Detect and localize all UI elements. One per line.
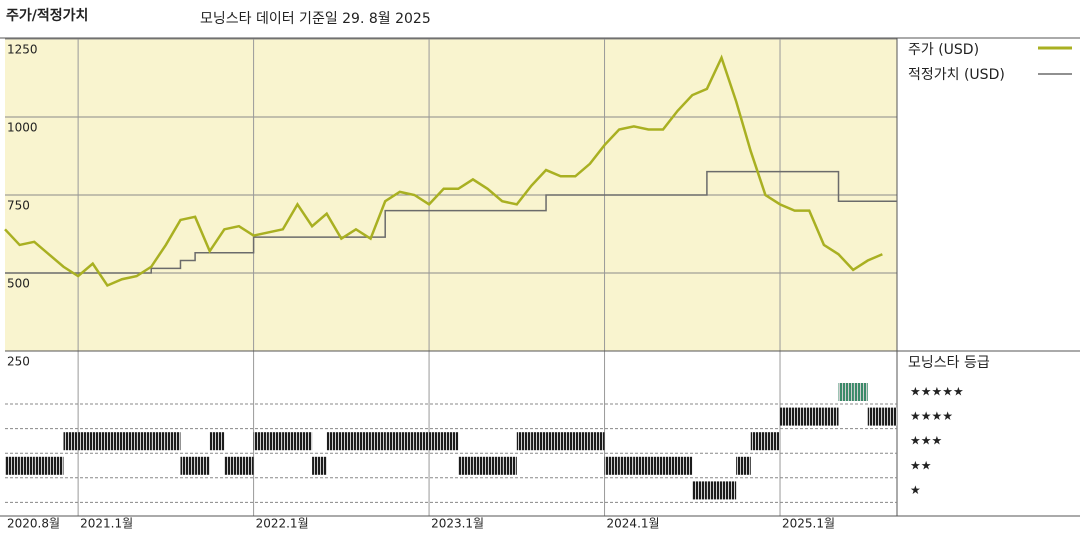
- rating-bar: [370, 432, 386, 451]
- rating-bar: [341, 432, 356, 451]
- rating-bar: [253, 432, 269, 451]
- rating-bar: [180, 456, 196, 475]
- rating-bar: [224, 456, 239, 475]
- rating-bar: [589, 432, 605, 451]
- rating-bar: [692, 481, 707, 500]
- y-tick-label: 250: [7, 355, 30, 369]
- rating-bar: [121, 432, 137, 451]
- rating-tick-label: ★★★★★: [910, 385, 964, 399]
- rating-bar: [619, 456, 634, 475]
- legend-label: 적정가치 (USD): [908, 67, 1005, 83]
- series-line: [4, 54, 883, 288]
- rating-bar: [765, 432, 781, 451]
- rating-bar: [706, 481, 722, 500]
- rating-bar: [546, 432, 561, 451]
- rating-tick-label: ★★★: [910, 434, 942, 448]
- rating-bar: [472, 456, 488, 475]
- legend-label: 주가 (USD): [908, 42, 979, 58]
- rating-bar: [838, 383, 854, 401]
- rating-bar: [867, 407, 883, 426]
- rating-bar: [34, 456, 49, 475]
- rating-bar: [633, 456, 649, 475]
- rating-bar: [312, 456, 327, 475]
- rating-bar: [429, 432, 444, 451]
- rating-bar: [165, 432, 181, 451]
- y-tick-label: 1250: [7, 43, 38, 57]
- y-tick-label: 750: [7, 199, 30, 213]
- x-tick-label: 2021.1월: [80, 517, 133, 531]
- rating-bar: [677, 456, 693, 475]
- rating-bar: [78, 432, 93, 451]
- rating-bar: [823, 407, 839, 426]
- chart-title: 주가/적정가치: [6, 7, 88, 24]
- rating-bar: [721, 481, 737, 500]
- rating-bar: [487, 456, 503, 475]
- rating-bar: [604, 456, 620, 475]
- x-tick-label: 2023.1월: [431, 517, 484, 531]
- rating-tick-label: ★: [910, 483, 921, 497]
- rating-bar: [209, 432, 225, 451]
- x-tick-label: 2024.1월: [607, 517, 660, 531]
- rating-bar: [19, 456, 35, 475]
- x-tick-label: 2022.1월: [256, 517, 309, 531]
- rating-bar: [238, 456, 254, 475]
- rating-bar: [355, 432, 371, 451]
- rating-bar: [794, 407, 810, 426]
- rating-bar: [297, 432, 313, 451]
- rating-bar: [5, 456, 20, 475]
- rating-bar: [780, 407, 795, 426]
- rating-title: 모닝스타 등급: [908, 355, 990, 371]
- y-tick-label: 500: [7, 277, 30, 291]
- rating-bar: [63, 432, 79, 451]
- rating-bar: [282, 432, 298, 451]
- rating-bar: [326, 432, 342, 451]
- rating-bar: [853, 383, 868, 401]
- rating-bar: [502, 456, 517, 475]
- rating-bar: [92, 432, 108, 451]
- rating-bar: [136, 432, 152, 451]
- rating-bar: [195, 456, 210, 475]
- rating-bar: [48, 456, 64, 475]
- rating-bar: [882, 407, 897, 426]
- rating-bar: [575, 432, 590, 451]
- rating-bar: [736, 456, 751, 475]
- rating-tick-label: ★★: [910, 458, 932, 472]
- y-tick-label: 1000: [7, 121, 38, 135]
- rating-bar: [399, 432, 415, 451]
- rating-bar: [516, 432, 532, 451]
- rating-bar: [151, 432, 166, 451]
- rating-bar: [385, 432, 400, 451]
- rating-bar: [750, 432, 766, 451]
- rating-bar: [531, 432, 547, 451]
- rating-bar: [648, 456, 664, 475]
- rating-bar: [443, 432, 459, 451]
- rating-bar: [809, 407, 824, 426]
- x-tick-label: 2020.8월: [7, 517, 60, 531]
- x-tick-label: 2025.1월: [782, 517, 835, 531]
- rating-bar: [107, 432, 122, 451]
- rating-bar: [458, 456, 473, 475]
- rating-bar: [663, 456, 678, 475]
- rating-bar: [268, 432, 283, 451]
- series-line: [5, 170, 897, 274]
- rating-bar: [414, 432, 430, 451]
- rating-bar: [560, 432, 576, 451]
- chart-subtitle: 모닝스타 데이터 기준일 29. 8월 2025: [200, 11, 431, 27]
- rating-tick-label: ★★★★: [910, 409, 953, 423]
